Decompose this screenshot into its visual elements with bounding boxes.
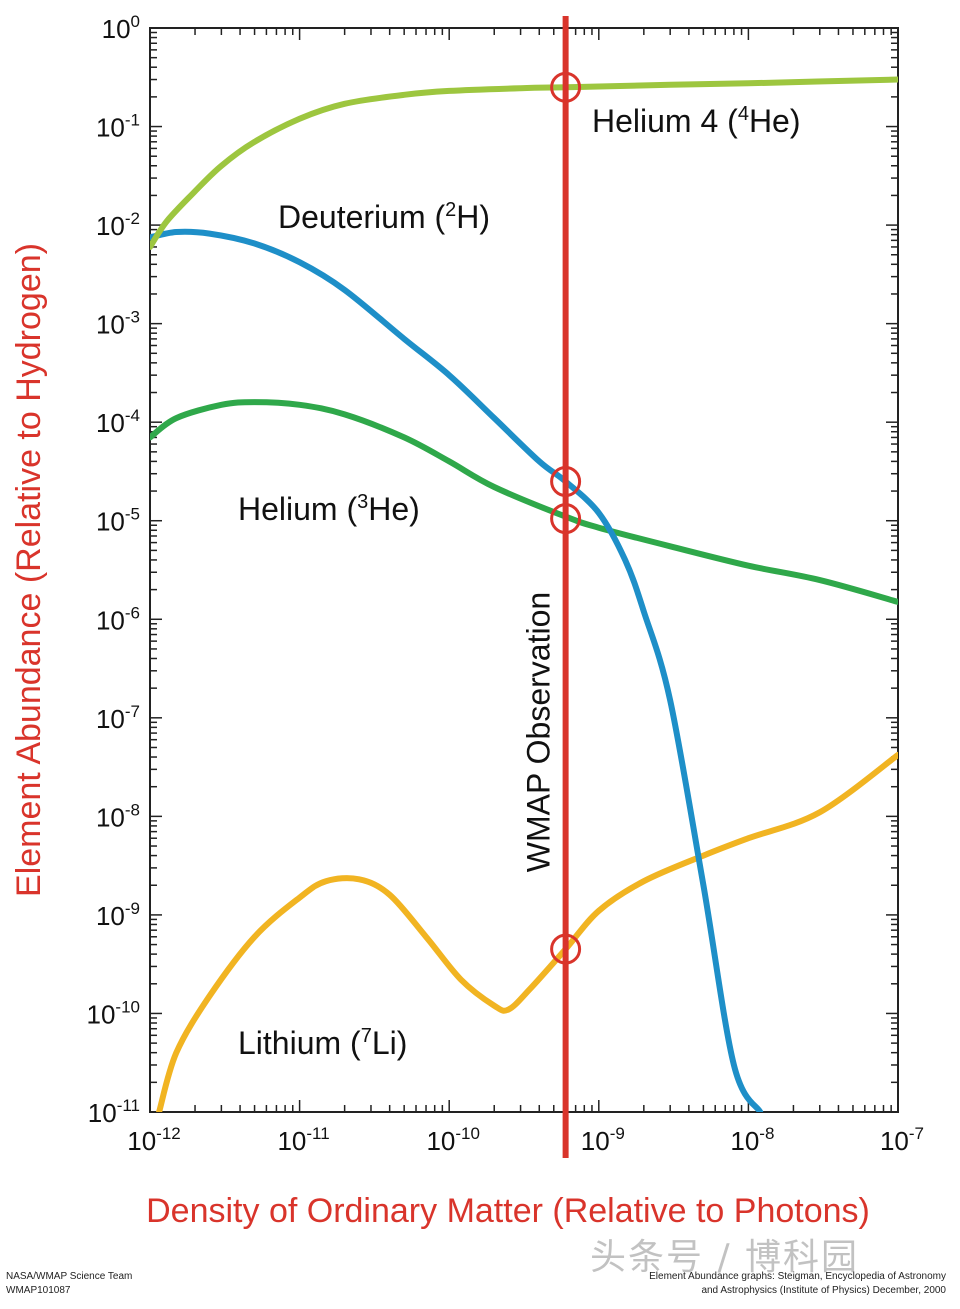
deuterium-observation-marker [550, 466, 582, 498]
y-tick-label: 10-9 [96, 899, 140, 931]
x-axis-title: Density of Ordinary Matter (Relative to … [146, 1192, 870, 1230]
lithium-line [156, 751, 898, 1112]
helium3-observation-marker [550, 503, 582, 535]
y-tick-label: 10-11 [88, 1096, 140, 1128]
x-tick-label: 10-7 [880, 1124, 924, 1156]
lithium-label: Lithium (7Li) [238, 1025, 407, 1061]
credit-left: NASA/WMAP Science Team WMAP101087 [6, 1270, 132, 1298]
deuterium-label: Deuterium (2H) [278, 199, 490, 235]
y-tick-label: 10-10 [87, 997, 141, 1029]
x-tick-label: 10-9 [581, 1124, 625, 1156]
y-tick-label: 10-8 [96, 800, 140, 832]
x-tick-labels: 10-12 10-11 10-10 10-9 10-8 10-7 [127, 1124, 924, 1156]
y-tick-label: 10-5 [96, 505, 140, 537]
credit-right-line2: and Astrophysics (Institute of Physics) … [701, 1285, 946, 1296]
credit-left-line2: WMAP101087 [6, 1285, 71, 1296]
helium4-label: Helium 4 (4He) [592, 103, 801, 139]
y-tick-label: 10-4 [96, 406, 140, 438]
lithium-observation-marker [550, 933, 582, 965]
wmap-observation: WMAP Observation [521, 16, 582, 1158]
helium3-line [150, 399, 898, 605]
series-lines [150, 76, 898, 1112]
y-tick-label: 10-7 [96, 702, 140, 734]
x-tick-label: 10-12 [127, 1124, 181, 1156]
deuterium-line [150, 228, 764, 1112]
y-tick-label: 100 [102, 12, 140, 44]
credit-left-line1: NASA/WMAP Science Team [6, 1271, 133, 1282]
wmap-observation-label: WMAP Observation [521, 592, 557, 872]
helium4-observation-marker [550, 71, 582, 103]
x-tick-label: 10-8 [730, 1124, 774, 1156]
x-tick-label: 10-11 [277, 1124, 329, 1156]
helium3-label: Helium (3He) [238, 491, 420, 527]
y-tick-label: 10-6 [96, 603, 140, 635]
watermark-text: 头条号 / 博科园 [590, 1237, 860, 1278]
y-axis-title: Element Abundance (Relative to Hydrogen) [10, 243, 48, 897]
credit-right: Element Abundance graphs: Steigman, Ency… [649, 1270, 946, 1298]
y-tick-labels: 100 10-1 10-2 10-3 10-4 10-5 10-6 10-7 10-8 10-9 1… [87, 12, 141, 1128]
x-tick-label: 10-10 [426, 1124, 480, 1156]
credit-right-line1: Element Abundance graphs: Steigman, Ency… [649, 1271, 946, 1282]
y-tick-label: 10-2 [96, 209, 140, 241]
series-labels: Helium 4 (4He) Deuterium (2H) Helium (3He)… [238, 103, 801, 1061]
helium4-line [150, 76, 898, 250]
y-tick-label: 10-1 [96, 111, 140, 143]
y-tick-label: 10-3 [96, 308, 140, 340]
axis-ticks [149, 27, 899, 1113]
